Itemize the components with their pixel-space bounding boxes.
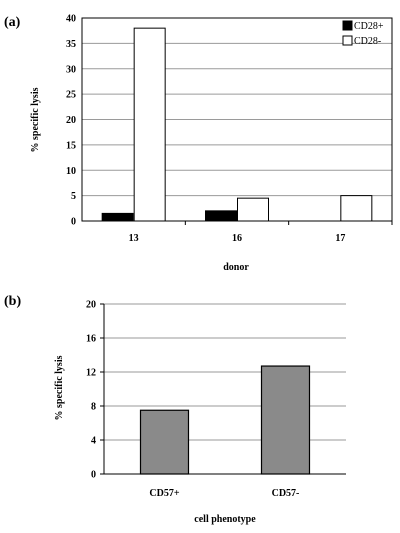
y-tick-label: 10 — [66, 166, 76, 177]
chart-b-ylabel: % specific lysis — [54, 355, 65, 420]
chart-a-plot-frame — [81, 17, 393, 222]
y-tick-label: 16 — [86, 334, 96, 345]
bar-cd28-plus-16 — [205, 210, 237, 222]
chart-a-bars — [101, 27, 373, 222]
y-tick-label: 25 — [66, 90, 76, 101]
y-tick-label: 4 — [91, 436, 96, 447]
bar-cd28-plus-13 — [101, 212, 134, 222]
chart-a-legend: CD28+ CD28- — [342, 20, 384, 47]
x-category-label: CD57- — [272, 488, 300, 499]
chart-a-categories: 13 16 17 — [129, 221, 393, 244]
legend-swatch-cd28-minus — [342, 35, 353, 46]
chart-b-categories: CD57+ CD57- — [149, 488, 299, 499]
bar-cd57-minus — [260, 365, 311, 475]
x-category-label: 17 — [335, 233, 345, 244]
y-tick-label: 0 — [91, 470, 96, 481]
y-tick-label: 40 — [66, 14, 76, 25]
y-tick-label: 35 — [66, 39, 76, 50]
bar-cd28--13 — [133, 27, 166, 222]
x-category-label: 13 — [129, 233, 139, 244]
bar-cd28--16 — [237, 197, 269, 222]
chart-b-bars — [139, 365, 311, 475]
panel-label-b: (b) — [4, 294, 21, 309]
chart-b-xlabel: cell phenotype — [194, 514, 256, 525]
y-tick-label: 8 — [91, 402, 96, 413]
y-tick-label: 20 — [66, 115, 76, 126]
x-category-label: CD57+ — [149, 488, 179, 499]
chart-a-xlabel: donor — [223, 262, 249, 273]
x-category-label: 16 — [232, 233, 242, 244]
chart-a-ticks: 0 5 10 15 20 25 30 35 40 — [66, 14, 76, 228]
y-tick-label: 20 — [86, 300, 96, 311]
y-tick-label: 30 — [66, 64, 76, 75]
y-tick-label: 0 — [71, 217, 76, 228]
chart-a-grid — [82, 42, 392, 197]
y-tick-label: 15 — [66, 140, 76, 151]
legend-label-cd28-minus: CD28- — [354, 36, 381, 47]
legend-swatch-cd28-plus — [342, 20, 353, 31]
bar-cd57-plus — [139, 409, 190, 475]
chart-a-ylabel: % specific lysis — [30, 87, 41, 152]
chart-b: (b) 0 4 8 12 16 20 CD57+ CD57- % specific lysi… — [4, 294, 346, 525]
panel-label-a: (a) — [4, 15, 21, 30]
y-tick-label: 12 — [86, 368, 96, 379]
chart-a: (a) 0 5 10 15 20 25 30 35 40 13 16 17 % specific l… — [4, 14, 393, 273]
chart-b-ticks: 0 4 8 12 16 20 — [86, 300, 104, 481]
y-tick-label: 5 — [71, 191, 76, 202]
legend-label-cd28-plus: CD28+ — [354, 21, 384, 32]
bar-cd28--17 — [340, 195, 373, 222]
